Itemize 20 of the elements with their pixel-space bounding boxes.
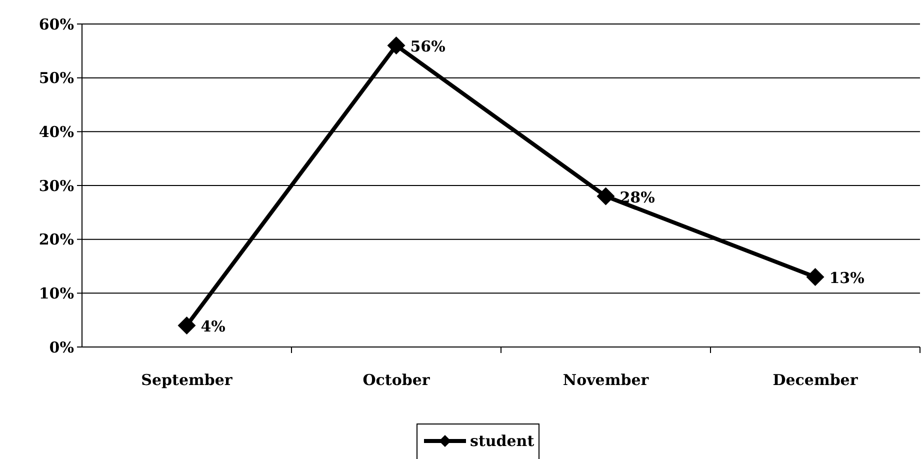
data-label: 28%	[620, 188, 655, 206]
point	[178, 316, 196, 334]
y-tick-label: 50%	[38, 69, 74, 88]
y-tick-label: 30%	[38, 176, 74, 195]
x-tick-label: October	[362, 371, 431, 389]
y-tick-label: 0%	[49, 338, 74, 356]
x-tick-label: September	[141, 371, 234, 389]
data-label: 4%	[200, 317, 226, 336]
y-tick-label: 10%	[38, 284, 74, 302]
point	[806, 268, 824, 286]
legend-label: student	[470, 432, 534, 450]
x-tick-label: December	[772, 371, 859, 389]
point	[387, 36, 406, 55]
x-tick-label: November	[562, 371, 650, 389]
y-tick-label: 40%	[38, 122, 74, 141]
y-tick-label: 20%	[38, 230, 74, 249]
y-tick-label: 60%	[38, 15, 74, 34]
data-label: 56%	[410, 38, 446, 56]
data-label: 13%	[829, 269, 864, 288]
point	[596, 187, 615, 206]
